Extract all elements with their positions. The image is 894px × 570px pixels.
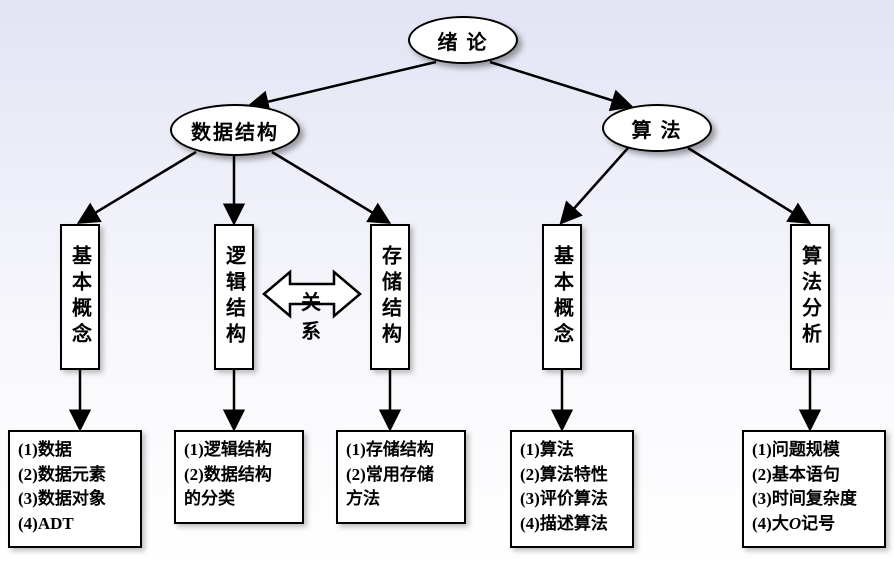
list-item: (1)问题规模 [752, 438, 876, 463]
list-item: 方法 [346, 487, 456, 512]
list-item: (4)大O记号 [752, 512, 876, 537]
list-algo-analysis: (1)问题规模 (2)基本语句 (3)时间复杂度 (4)大O记号 [742, 430, 886, 548]
node-algo-analysis: 算法分析 [790, 224, 830, 370]
vlabel: 基本概念 [548, 245, 577, 349]
node-algo-basic-concepts: 基本概念 [542, 224, 582, 370]
list-item: (2)数据元素 [18, 463, 132, 488]
node-ds-basic-concepts: 基本概念 [60, 224, 100, 370]
list-ds-basic-concepts: (1)数据 (2)数据元素 (3)数据对象 (4)ADT [8, 430, 142, 548]
list-item: (1)存储结构 [346, 438, 456, 463]
list-item: (2)算法特性 [520, 463, 624, 488]
list-item: (2)常用存储 [346, 463, 456, 488]
list-item: 的分类 [184, 487, 294, 512]
list-algo-basic-concepts: (1)算法 (2)算法特性 (3)评价算法 (4)描述算法 [510, 430, 634, 548]
list-item: (4)描述算法 [520, 512, 624, 537]
list-item: (3)数据对象 [18, 487, 132, 512]
vlabel: 存储结构 [376, 245, 405, 349]
list-item: (1)算法 [520, 438, 624, 463]
node-data-structure: 数据结构 [170, 104, 300, 156]
vlabel: 基本概念 [66, 245, 95, 349]
list-item: (1)逻辑结构 [184, 438, 294, 463]
diagram-canvas: 关 系 绪 论 数据结构 算 法 基本概念 逻辑结构 存储结构 基本概念 算法分… [0, 0, 894, 570]
vlabel: 逻辑结构 [220, 245, 249, 349]
node-algorithm: 算 法 [602, 104, 712, 152]
list-item: (3)评价算法 [520, 487, 624, 512]
list-item: (4)ADT [18, 512, 132, 537]
list-logical-structure: (1)逻辑结构 (2)数据结构 的分类 [174, 430, 304, 524]
node-root: 绪 论 [408, 16, 518, 64]
list-item: (3)时间复杂度 [752, 487, 876, 512]
list-item: (2)基本语句 [752, 463, 876, 488]
list-item: (1)数据 [18, 438, 132, 463]
vlabel: 算法分析 [796, 245, 825, 349]
node-logical-structure: 逻辑结构 [214, 224, 254, 370]
relation-label: 关 系 [290, 286, 334, 344]
list-item: (2)数据结构 [184, 463, 294, 488]
node-storage-structure: 存储结构 [370, 224, 410, 370]
list-storage-structure: (1)存储结构 (2)常用存储 方法 [336, 430, 466, 524]
